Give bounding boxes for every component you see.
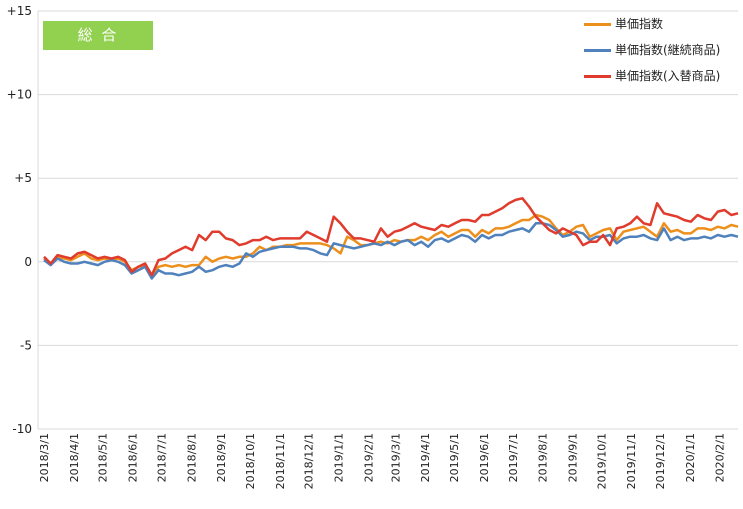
x-tick-label: 2018/9/1 xyxy=(215,433,228,482)
x-tick-label: 2019/6/1 xyxy=(478,433,491,482)
x-tick-label: 2019/5/1 xyxy=(448,433,461,482)
x-axis-ticks: 2018/3/1 2018/4/1 2018/5/1 2018/6/1 2018/7/1… xyxy=(38,433,727,489)
x-tick-label: 2020/2/1 xyxy=(714,433,727,482)
legend-label: 単価指数 xyxy=(615,17,664,31)
series-line-0 xyxy=(43,213,739,277)
x-tick-label: 2020/1/1 xyxy=(684,433,697,482)
x-tick-label: 2019/8/1 xyxy=(537,433,550,482)
x-tick-label: 2019/12/1 xyxy=(654,433,667,489)
category-badge: 総 合 xyxy=(43,21,153,50)
x-tick-label: 2018/11/1 xyxy=(274,433,287,489)
x-tick-label: 2019/9/1 xyxy=(566,433,579,482)
legend-swatch-blue xyxy=(584,49,611,52)
x-tick-label: 2019/7/1 xyxy=(507,433,520,482)
legend-swatch-orange xyxy=(584,23,611,26)
y-tick-label: 0 xyxy=(24,255,32,269)
x-tick-label: 2018/6/1 xyxy=(127,433,140,482)
y-tick-label: -10 xyxy=(12,422,32,436)
gridlines xyxy=(38,10,738,430)
series-line-2 xyxy=(43,197,739,277)
x-tick-label: 2019/1/1 xyxy=(333,433,346,482)
x-tick-label: 2018/4/1 xyxy=(68,433,81,482)
x-tick-label: 2019/11/1 xyxy=(625,433,638,489)
legend-swatch-red xyxy=(584,75,611,78)
x-tick-label: 2019/4/1 xyxy=(419,433,432,482)
y-tick-label: +15 xyxy=(7,4,32,18)
x-tick-label: 2019/3/1 xyxy=(389,433,402,482)
series-line-1 xyxy=(43,222,739,280)
x-tick-label: 2018/10/1 xyxy=(244,433,257,489)
x-tick-label: 2019/10/1 xyxy=(595,433,608,489)
y-tick-label: -5 xyxy=(20,338,32,352)
series-lines xyxy=(43,197,739,280)
x-tick-label: 2018/8/1 xyxy=(185,433,198,482)
y-axis-ticks: +15 +10 +5 0 -5 -10 xyxy=(7,4,32,436)
x-tick-label: 2018/3/1 xyxy=(38,433,51,482)
x-tick-label: 2019/2/1 xyxy=(362,433,375,482)
x-tick-label: 2018/5/1 xyxy=(97,433,110,482)
y-tick-label: +5 xyxy=(14,171,32,185)
x-tick-label: 2018/7/1 xyxy=(155,433,168,482)
legend-label: 単価指数(継続商品) xyxy=(615,43,721,57)
legend-label: 単価指数(入替商品) xyxy=(615,69,721,83)
x-tick-label: 2018/12/1 xyxy=(303,433,316,489)
y-tick-label: +10 xyxy=(7,88,32,102)
